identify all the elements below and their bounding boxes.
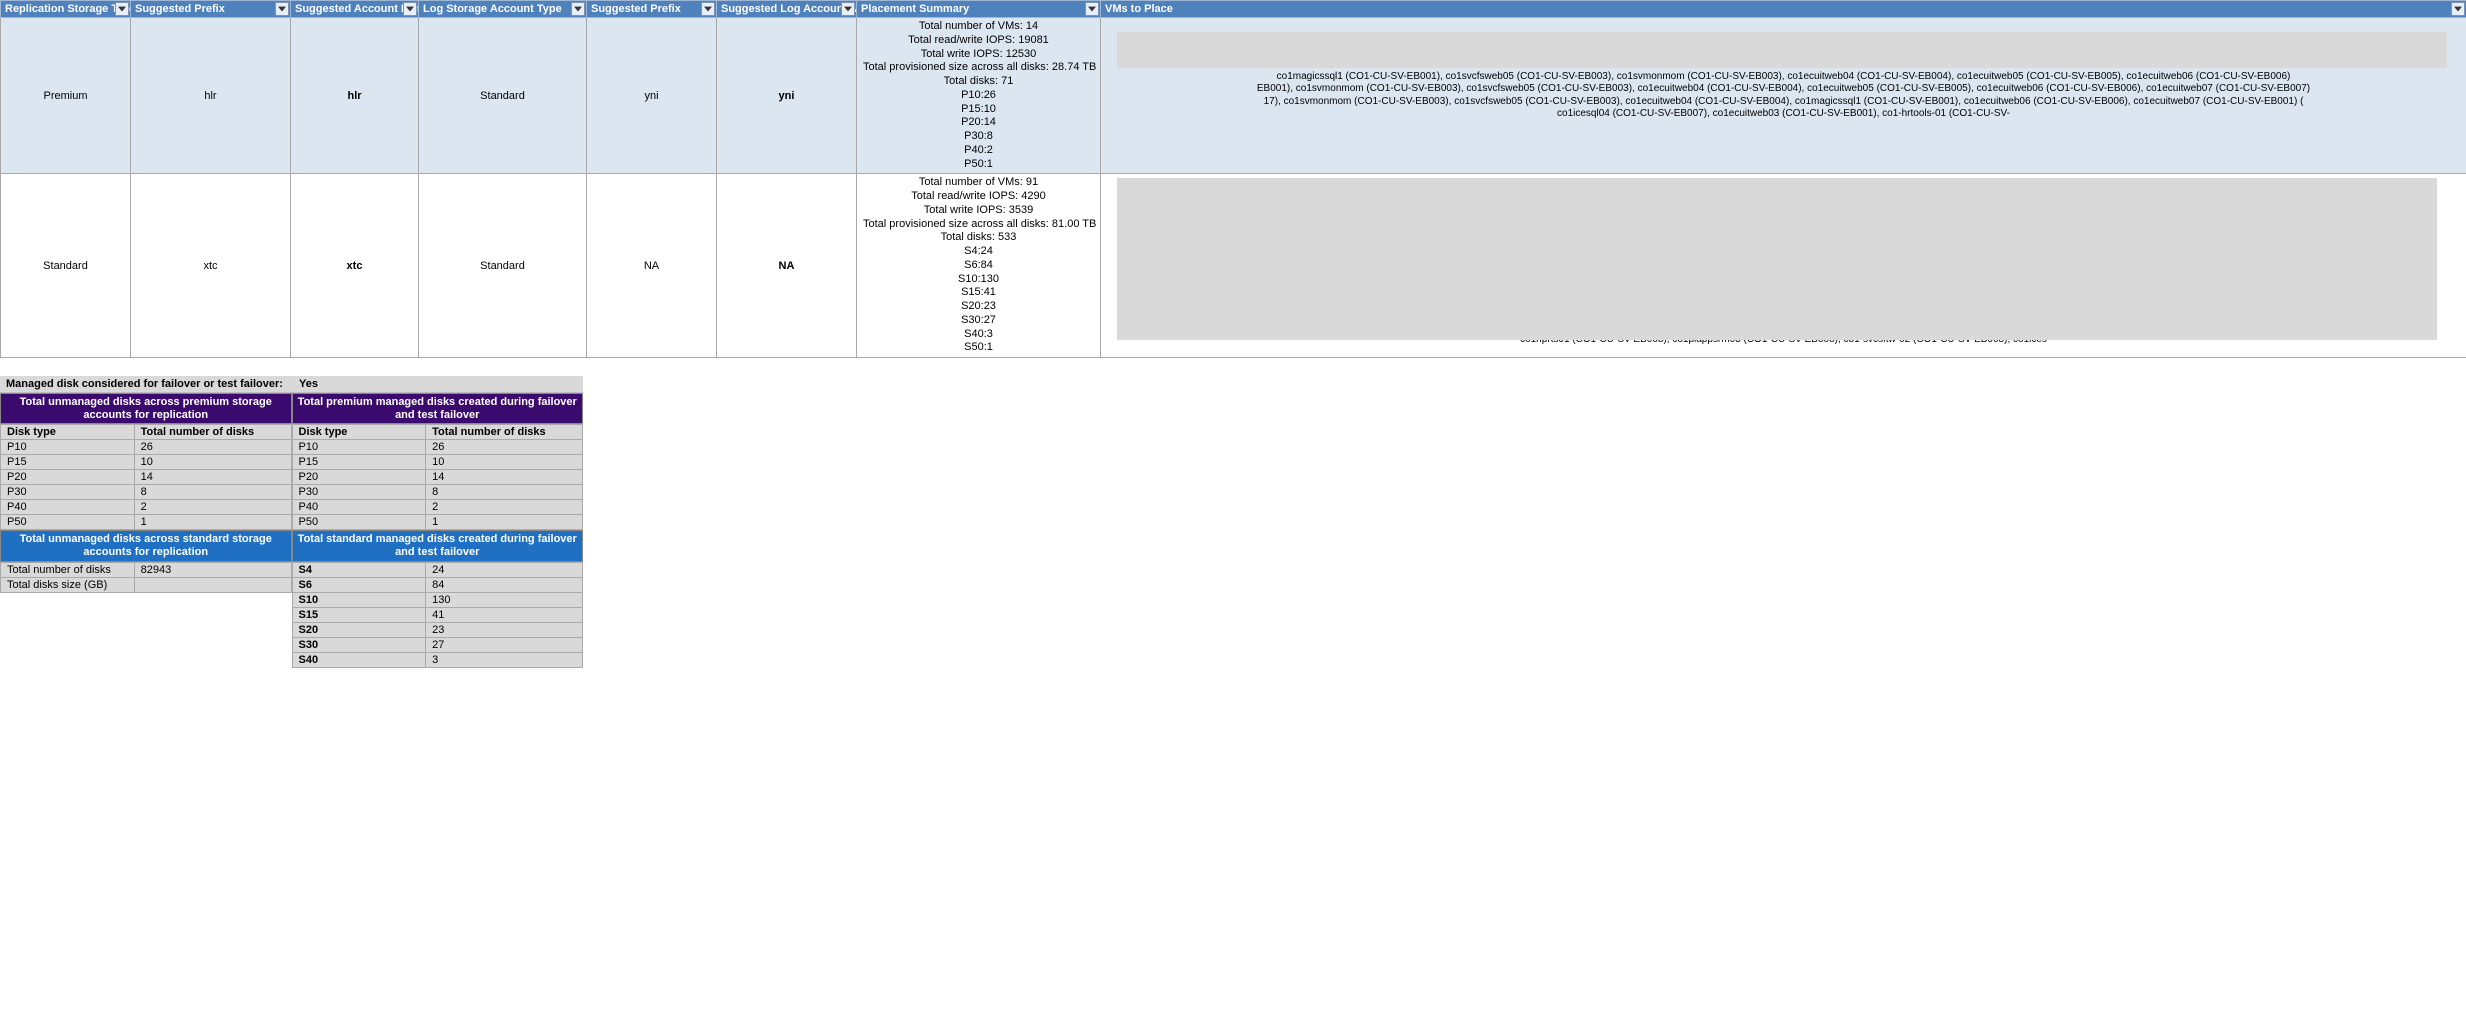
redaction-overlay [1117,32,2447,68]
mini-cell: S10 [292,592,426,607]
premium-left-title: Total unmanaged disks across premium sto… [0,393,292,424]
col-header-2[interactable]: Suggested Account Name [291,1,419,18]
mini-cell: 2 [426,500,583,515]
managed-disk-value: Yes [293,376,583,392]
col-header-1[interactable]: Suggested Prefix [131,1,291,18]
mini-cell: P20 [1,470,135,485]
cell: Premium [1,18,131,174]
mini-cell: S15 [292,607,426,622]
mini-cell: 1 [134,515,291,530]
cell: NA [717,174,857,358]
mini-cell: 1 [426,515,583,530]
col-header-5[interactable]: Suggested Log Account Name [717,1,857,18]
mini-cell: S40 [292,652,426,667]
mini-cell: 26 [426,440,583,455]
standard-left-table: Total number of disks82943Total disks si… [0,562,292,593]
managed-disk-label: Managed disk considered for failover or … [0,376,293,392]
premium-right-table: Disk typeTotal number of disks P1026P151… [292,424,584,530]
mini-cell: P20 [292,470,426,485]
mini-cell: 130 [426,592,583,607]
mini-cell: P30 [292,485,426,500]
cell: hlr [291,18,419,174]
mini-cell: 26 [134,440,291,455]
col-header-4[interactable]: Suggested Prefix [587,1,717,18]
mini-cell: 84 [426,577,583,592]
col-header-7[interactable]: VMs to Place [1101,1,2466,18]
col-header-3[interactable]: Log Storage Account Type [419,1,587,18]
col-header-6[interactable]: Placement Summary [857,1,1101,18]
mini-cell: S30 [292,637,426,652]
cell: Standard [419,18,587,174]
col-header-0[interactable]: Replication Storage Type [1,1,131,18]
filter-icon[interactable] [115,2,129,16]
mini-cell: P30 [1,485,135,500]
filter-icon[interactable] [2451,2,2465,16]
mini-cell: 8 [134,485,291,500]
mini-cell: P15 [1,455,135,470]
filter-icon[interactable] [701,2,715,16]
cell: xtc [291,174,419,358]
mini-cell [134,577,291,592]
mini-cell: 23 [426,622,583,637]
mini-cell: 3 [426,652,583,667]
standard-section: Total unmanaged disks across standard st… [0,530,583,667]
mini-cell: 2 [134,500,291,515]
mini-cell: P50 [292,515,426,530]
mini-cell: P10 [292,440,426,455]
premium-right-title: Total premium managed disks created duri… [292,393,584,424]
mini-cell: S20 [292,622,426,637]
cell: Standard [1,174,131,358]
mini-cell: 27 [426,637,583,652]
mini-cell: P10 [1,440,135,455]
mini-cell: P40 [292,500,426,515]
mini-cell: Total number of disks [1,562,135,577]
mini-cell: 10 [134,455,291,470]
redaction-overlay [1117,178,2437,340]
standard-left-title: Total unmanaged disks across standard st… [0,530,292,561]
mini-cell: 8 [426,485,583,500]
cell: hlr [131,18,291,174]
mini-cell: S4 [292,562,426,577]
mini-cell: 14 [134,470,291,485]
cell: yni [587,18,717,174]
vms-to-place: co1svcfsweb07 (CO1-CU-SV-EB004), co1niap… [1101,174,2466,358]
mini-cell: 24 [426,562,583,577]
mini-cell: S6 [292,577,426,592]
mini-cell: Total disks size (GB) [1,577,135,592]
vms-to-place: co1magicssql1 (CO1-CU-SV-EB001), co1svcf… [1101,18,2466,174]
mini-cell: 41 [426,607,583,622]
managed-disk-row: Managed disk considered for failover or … [0,376,583,393]
filter-icon[interactable] [1085,2,1099,16]
cell: Standard [419,174,587,358]
filter-icon[interactable] [841,2,855,16]
cell: yni [717,18,857,174]
premium-left-table: Disk typeTotal number of disks P1026P151… [0,424,292,530]
standard-right-table: S424S684S10130S1541S2023S3027S403 [292,562,584,668]
standard-right-title: Total standard managed disks created dur… [292,530,584,561]
premium-section: Total unmanaged disks across premium sto… [0,393,583,530]
mini-cell: 82943 [134,562,291,577]
filter-icon[interactable] [403,2,417,16]
mini-cell: P50 [1,515,135,530]
cell: NA [587,174,717,358]
mini-cell: 10 [426,455,583,470]
mini-cell: P15 [292,455,426,470]
placement-summary: Total number of VMs: 91Total read/write … [857,174,1101,358]
filter-icon[interactable] [571,2,585,16]
mini-cell: P40 [1,500,135,515]
filter-icon[interactable] [275,2,289,16]
cell: xtc [131,174,291,358]
main-table: Replication Storage TypeSuggested Prefix… [0,0,2466,358]
placement-summary: Total number of VMs: 14Total read/write … [857,18,1101,174]
mini-cell: 14 [426,470,583,485]
